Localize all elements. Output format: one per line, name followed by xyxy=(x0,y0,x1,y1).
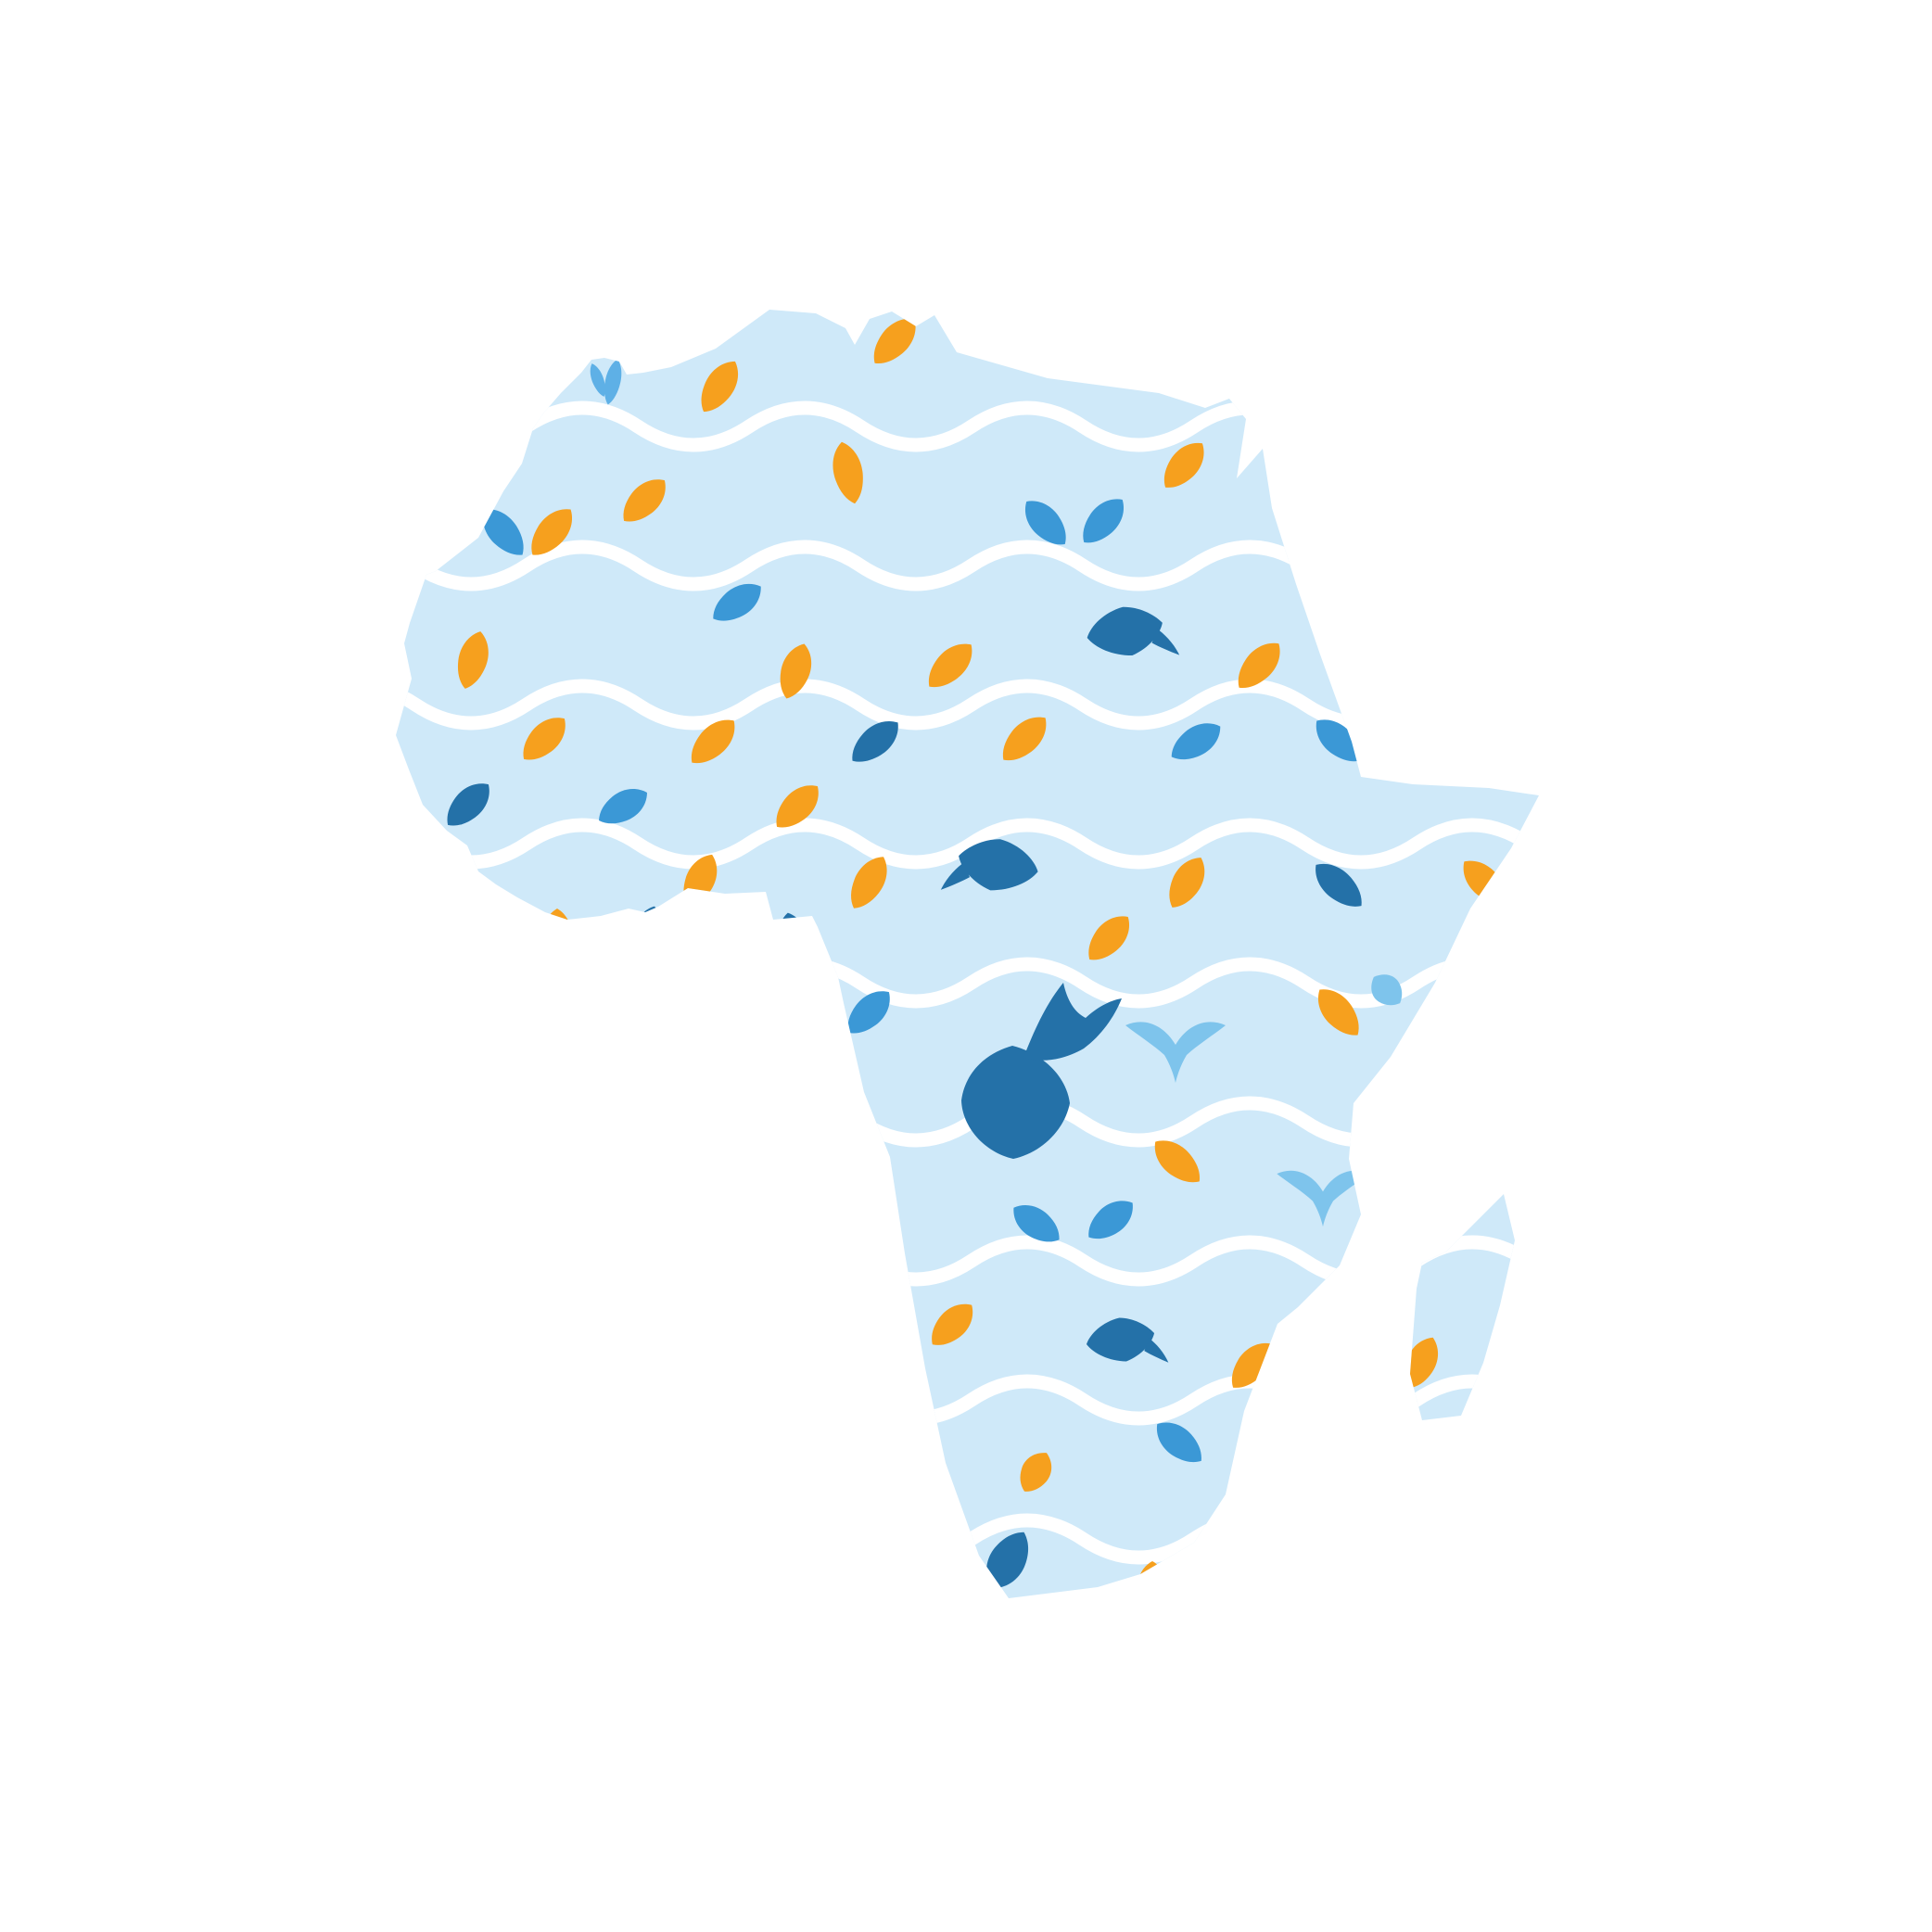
land-pattern-layer xyxy=(396,318,1539,1598)
leaf-icon xyxy=(447,783,489,826)
leaf-icon xyxy=(701,361,739,413)
leaf-icon xyxy=(1317,989,1359,1036)
leaf-icon xyxy=(1171,723,1221,760)
big-fish-tail-icon xyxy=(1023,983,1122,1061)
leaf-icon xyxy=(1088,916,1129,960)
leaf-icon xyxy=(1316,863,1362,907)
leaf-icon xyxy=(780,643,812,699)
leaf-icon xyxy=(1083,499,1124,543)
leaf-icon xyxy=(623,479,666,522)
leaf-icon xyxy=(1156,1422,1201,1463)
fish-icon xyxy=(1087,606,1180,656)
fish-icon xyxy=(1086,1317,1169,1363)
wave-line xyxy=(396,400,1539,452)
wave-line xyxy=(396,818,1539,870)
leaf-icon xyxy=(713,583,761,621)
leaf-icon xyxy=(1154,1140,1201,1183)
leaf-icon xyxy=(523,718,566,760)
wave-line xyxy=(396,1374,1539,1426)
wave-line xyxy=(396,1235,1539,1287)
bird-icon xyxy=(1125,1022,1226,1083)
leaf-icon xyxy=(691,719,735,764)
leaf-icon xyxy=(482,509,524,555)
leaf-icon xyxy=(457,631,489,689)
leaf-icon xyxy=(852,720,898,762)
leaf-icon xyxy=(776,785,819,828)
leaf-icon xyxy=(531,509,573,555)
wave-line xyxy=(396,957,1539,1009)
leaf-icon xyxy=(851,857,887,909)
leaf-icon xyxy=(986,1532,1029,1589)
leaf-icon xyxy=(1013,1205,1060,1242)
leaf-icon xyxy=(1163,442,1204,488)
leaf-icon xyxy=(1088,1201,1133,1239)
fish-icon xyxy=(940,839,1038,891)
leaf-icon xyxy=(928,643,972,688)
wave-line xyxy=(396,679,1539,731)
africa-silhouette xyxy=(396,310,1539,1598)
leaf-icon xyxy=(590,363,605,397)
leaf-icon xyxy=(1238,642,1280,689)
bird-icon xyxy=(1277,1170,1369,1227)
leaf-icon xyxy=(847,991,890,1034)
leaf-icon xyxy=(932,1303,973,1345)
wave-line xyxy=(396,540,1539,591)
leaf-icon xyxy=(873,318,916,364)
leaf-icon xyxy=(604,359,622,405)
big-fish-icon xyxy=(961,1046,1070,1159)
leaf-icon xyxy=(1371,974,1403,1006)
leaf-icon xyxy=(1020,1453,1052,1492)
leaf-icon xyxy=(1002,717,1047,761)
leaf-icon xyxy=(1025,501,1066,545)
leaf-icon xyxy=(833,441,863,504)
leaf-icon xyxy=(599,789,647,824)
leaf-icon xyxy=(1231,1342,1272,1388)
leaf-icon xyxy=(1405,1337,1439,1389)
leaf-icon xyxy=(1316,719,1362,762)
leaf-icon xyxy=(1169,858,1205,908)
